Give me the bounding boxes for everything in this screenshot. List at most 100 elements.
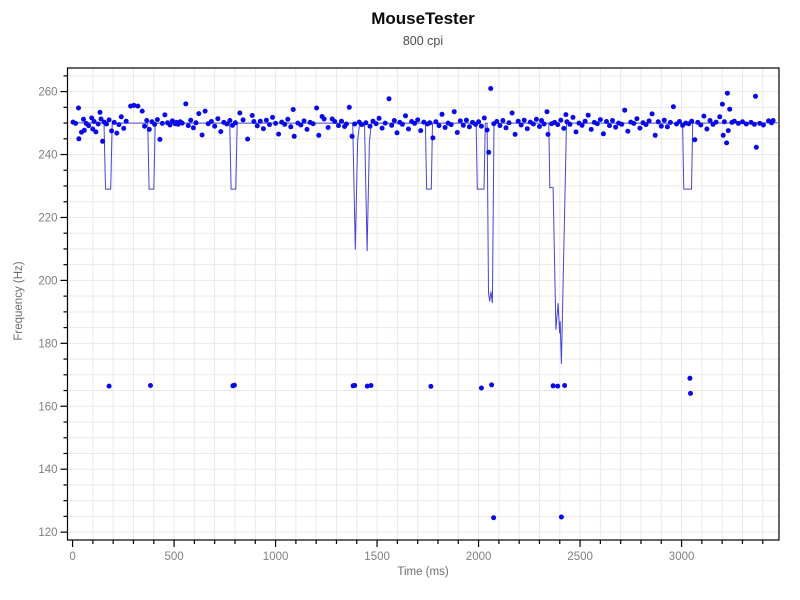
data-point (488, 86, 494, 91)
data-point (451, 109, 457, 115)
data-point (655, 119, 661, 125)
data-point (131, 102, 137, 108)
x-tick-label: 2000 (466, 551, 492, 563)
data-point (544, 109, 550, 115)
data-point (367, 123, 373, 129)
data-point (310, 121, 316, 127)
data-point (270, 114, 275, 120)
data-point (185, 123, 191, 129)
data-point (260, 126, 266, 132)
data-point (391, 118, 397, 123)
data-point (245, 136, 251, 142)
data-point (512, 131, 518, 137)
data-point (394, 130, 400, 136)
data-point (439, 111, 445, 117)
data-point (291, 133, 297, 139)
data-point (97, 109, 103, 115)
data-point (573, 129, 579, 135)
data-point (336, 123, 341, 129)
data-point (720, 132, 726, 138)
x-tick-label: 500 (165, 551, 184, 563)
data-point (111, 119, 117, 125)
data-point (562, 383, 568, 388)
x-tick-label: 1000 (263, 551, 289, 563)
data-point (349, 133, 355, 139)
data-point (717, 114, 723, 120)
data-point (188, 117, 194, 123)
data-point (304, 126, 310, 132)
data-point (109, 128, 115, 134)
y-tick-label: 120 (38, 527, 57, 539)
data-point (430, 135, 436, 141)
data-point (86, 123, 92, 129)
data-point (202, 108, 208, 114)
data-point (503, 125, 509, 131)
data-point (199, 132, 205, 138)
data-point (707, 118, 713, 123)
data-point (698, 122, 704, 128)
data-point (382, 120, 388, 126)
data-point (90, 126, 96, 132)
data-point (154, 117, 160, 123)
data-point (81, 116, 86, 122)
axis-ticks (60, 75, 764, 547)
data-point (123, 118, 129, 124)
data-point (753, 144, 759, 150)
data-point (218, 129, 224, 135)
data-point (193, 120, 199, 126)
data-point (701, 113, 707, 119)
tick-labels: 0 500 1000 1500 2000 2500 3000 120 140 160 180 200 2… (38, 87, 694, 563)
data-point (436, 123, 442, 129)
chart-subtitle: 800 cpi (402, 34, 444, 48)
data-point (753, 93, 758, 99)
data-point (555, 383, 561, 389)
data-point (721, 119, 727, 125)
data-point (515, 118, 521, 124)
data-point (104, 121, 109, 127)
data-point (386, 96, 392, 102)
data-point (466, 124, 472, 130)
data-point (594, 121, 600, 127)
x-tick-label: 0 (69, 551, 75, 563)
data-point (162, 112, 168, 118)
data-point (622, 107, 628, 113)
data-point (509, 110, 515, 116)
data-point (607, 123, 612, 129)
data-point (157, 136, 163, 142)
chart-title: MouseTester (371, 9, 475, 28)
data-point (649, 111, 655, 117)
data-point (664, 124, 670, 130)
data-point (224, 121, 230, 127)
data-point (227, 118, 233, 123)
data-point (704, 126, 710, 132)
data-point (118, 114, 124, 120)
data-point (288, 124, 294, 130)
data-point (652, 132, 658, 138)
data-point (144, 118, 150, 123)
data-point (427, 120, 433, 126)
x-tick-label: 3000 (669, 551, 695, 563)
data-point (558, 117, 564, 123)
data-point (95, 121, 101, 127)
data-point (740, 119, 745, 125)
data-point (658, 123, 664, 129)
data-point (476, 119, 482, 125)
data-point (561, 125, 567, 131)
data-point (159, 120, 165, 126)
data-point (484, 127, 490, 133)
data-point (93, 129, 99, 135)
data-point (585, 112, 591, 118)
data-point (570, 114, 576, 120)
data-point (743, 121, 749, 127)
data-point (724, 140, 730, 146)
data-point (135, 103, 141, 109)
data-point (760, 122, 766, 128)
data-point (731, 118, 737, 124)
data-point (524, 126, 530, 132)
data-point (521, 117, 527, 123)
data-point (735, 120, 741, 126)
data-point (563, 112, 569, 118)
data-point (316, 132, 322, 138)
data-point (588, 126, 594, 132)
data-points (70, 86, 776, 521)
